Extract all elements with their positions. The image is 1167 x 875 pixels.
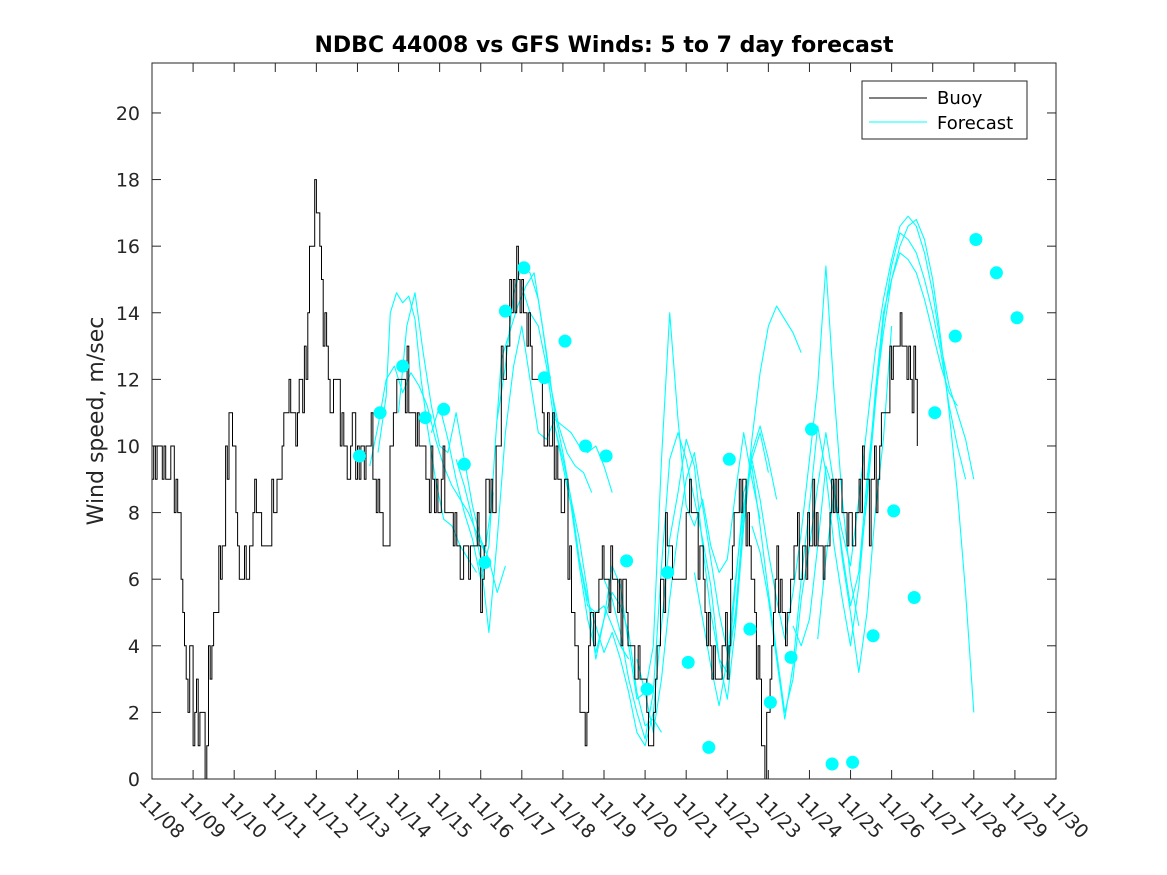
- forecast-marker-point: [661, 566, 675, 579]
- buoy-line: [152, 179, 918, 780]
- forecast-run-line: [496, 265, 630, 660]
- forecast-marker-point: [373, 406, 387, 420]
- forecast-marker-point: [681, 655, 695, 669]
- forecast-marker-point: [702, 740, 716, 754]
- forecast-marker-point: [478, 556, 492, 569]
- y-tick-label: 8: [128, 503, 140, 525]
- x-tick-label: 11/30: [1038, 789, 1092, 843]
- y-tick-label: 6: [128, 569, 140, 591]
- forecast-marker-point: [537, 371, 551, 385]
- forecast-run-line: [554, 312, 761, 700]
- chart-title: NDBC 44008 vs GFS Winds: 5 to 7 day fore…: [315, 33, 894, 58]
- forecast-marker-point: [948, 329, 962, 343]
- y-tick-label: 10: [116, 436, 140, 458]
- y-axis-label: Wind speed, m/sec: [84, 317, 109, 526]
- y-tick-label: 14: [116, 303, 140, 325]
- forecast-marker-point: [457, 457, 471, 471]
- forecast-run-line: [397, 292, 506, 594]
- plot-area-background: [152, 63, 1056, 779]
- forecast-marker-point: [396, 359, 410, 373]
- forecast-run-line: [377, 292, 478, 573]
- forecast-marker-point: [743, 622, 757, 636]
- y-tick-label: 0: [128, 769, 140, 791]
- forecast-marker-point: [599, 449, 613, 463]
- forecast-marker-point: [887, 504, 901, 518]
- x-tick-label: 11/27: [915, 789, 969, 843]
- x-tick-label: 11/28: [956, 789, 1010, 843]
- y-tick-label: 16: [116, 236, 140, 258]
- x-tick-label: 11/12: [299, 789, 353, 843]
- x-tick-label: 11/25: [833, 789, 887, 843]
- x-tick-label: 11/26: [874, 789, 928, 843]
- plot-frame: [151, 62, 1057, 780]
- forecast-markers: [353, 233, 1024, 771]
- forecast-marker-point: [579, 439, 592, 453]
- forecast-run-line: [578, 432, 769, 747]
- x-tick-label: 11/15: [422, 789, 476, 843]
- x-tick-label: 11/19: [586, 789, 640, 843]
- forecast-marker-point: [907, 591, 921, 604]
- forecast-marker-point: [437, 402, 451, 416]
- forecast-run-line: [636, 305, 802, 733]
- x-tick-label: 11/29: [997, 789, 1051, 843]
- forecast-marker-point: [989, 266, 1003, 280]
- legend: Buoy Forecast: [861, 80, 1028, 140]
- forecast-marker-point: [928, 406, 942, 420]
- x-tick-label: 11/17: [504, 789, 558, 843]
- forecast-run-line: [817, 215, 975, 640]
- forecast-marker-point: [498, 304, 512, 318]
- forecast-marker-point: [825, 757, 839, 771]
- forecast-marker-point: [620, 554, 634, 568]
- forecast-marker-point: [763, 695, 777, 709]
- forecast-marker-point: [517, 261, 531, 275]
- x-tick-label: 11/13: [340, 789, 394, 843]
- forecast-marker-point: [784, 650, 798, 664]
- forecast-marker-point: [640, 682, 654, 696]
- x-tick-label: 11/23: [751, 789, 805, 843]
- forecast-marker-point: [805, 422, 818, 436]
- x-tick-label: 11/10: [217, 789, 271, 843]
- forecast-marker-point: [722, 452, 736, 466]
- forecast-series: [369, 215, 975, 747]
- x-tick-label: 11/14: [381, 789, 435, 843]
- x-tick-label: 11/21: [669, 789, 723, 843]
- buoy-series: [152, 179, 918, 780]
- x-tick-label: 11/22: [710, 789, 764, 843]
- forecast-marker-point: [558, 334, 572, 348]
- x-tick-label: 11/08: [134, 789, 188, 843]
- y-tick-label: 4: [128, 636, 140, 658]
- y-tick-label: 20: [116, 103, 140, 125]
- forecast-marker-point: [846, 755, 860, 769]
- forecast-run-line: [858, 252, 958, 573]
- x-tick-label: 11/16: [463, 789, 517, 843]
- forecast-marker-point: [969, 233, 983, 246]
- forecast-marker-point: [418, 411, 432, 425]
- forecast-marker-point: [353, 449, 366, 463]
- legend-forecast-label: Forecast: [937, 113, 1013, 134]
- forecast-marker-point: [866, 629, 880, 643]
- y-tick-label: 2: [128, 702, 140, 724]
- x-tick-label: 11/20: [628, 789, 682, 843]
- legend-buoy-label: Buoy: [937, 88, 983, 109]
- x-tick-label: 11/18: [545, 789, 599, 843]
- x-tick-label: 11/09: [176, 789, 230, 843]
- forecast-marker-point: [1010, 311, 1024, 325]
- legend-box: [861, 80, 1028, 140]
- y-tick-label: 18: [116, 170, 140, 192]
- forecast-run-line: [693, 265, 860, 707]
- y-tick-label: 12: [116, 369, 140, 391]
- forecast-run-line: [369, 365, 494, 554]
- x-tick-label: 11/24: [792, 789, 846, 843]
- x-tick-label: 11/11: [258, 789, 312, 843]
